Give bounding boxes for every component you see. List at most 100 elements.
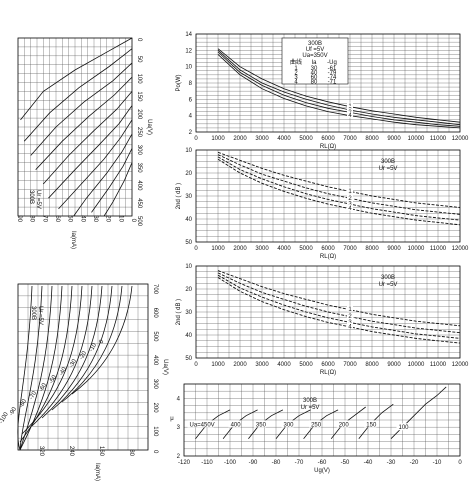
y-tick-label: 40 [185,217,192,223]
series-label: -10 [89,342,99,353]
x-tick-label: -50 [341,460,350,466]
legend-cell: -71 [328,80,337,86]
y-tick-label: 20 [105,215,111,222]
series-label: 150 [366,422,377,428]
series-line [30,62,133,156]
series-label-bg [253,420,266,428]
series-label: -80 [19,398,29,409]
y-tick-label: 2 [189,130,193,136]
series-label: -30 [69,358,79,369]
series-line [217,270,461,327]
ia-ua-chart-upper: 90 80 70 60 50 40 30 20 10 0050100150200250300350… [16,37,152,249]
y-tick-label: 20 [185,287,192,293]
legend-cell: 30 [311,66,318,72]
x-tick-label: 3000 [255,246,269,252]
series-label-bg [347,200,353,207]
series-label: -60 [39,382,49,393]
x-tick-label: -40 [364,460,373,466]
series-line [19,285,63,451]
plot-frame [195,33,461,133]
annotation: 300B [303,398,317,404]
series-label-bg [347,111,353,118]
series-line [217,50,461,126]
x-tick-label: 7000 [343,136,357,142]
y-axis-label: 2nd ( dB ) [176,299,182,325]
series-label-bg [309,420,322,428]
annotation: Ur =5V [379,282,398,288]
legend-column: -Ug [327,60,337,66]
series-line [217,154,461,215]
series-label: 250 [311,422,322,428]
legend-cell: 4 [294,80,298,86]
series-label-bg [336,420,349,428]
series-line [217,51,461,127]
x-tick-label: 500 [152,331,158,342]
legend-cell: 80 [311,80,318,86]
legend-header: Ua=350V [302,53,327,59]
x-tick-label: -70 [295,460,304,466]
ia-ua-chart-lower: 700 600 500 400 300 200 100 0 320 240 160 80 Ia(mA) U… [0,283,168,481]
x-tick-label: 0 [136,38,142,42]
legend-header: Uf =5V [306,47,325,53]
x-tick-label: 12000 [452,362,469,368]
x-tick-label: 300 [136,145,142,156]
x-tick-label: -90 [249,460,258,466]
series-label: 1 [348,189,352,195]
legend-column: Ia [311,60,317,66]
x-tick-label: 6000 [321,246,335,252]
y-tick-label: 30 [185,310,192,316]
y-tick-label: 40 [79,215,85,222]
series-label-bg [396,423,409,431]
series-label: 350 [256,422,267,428]
plot-frame [195,149,461,243]
series-label-bg [347,322,353,329]
series-line [217,272,461,334]
y-tick-label: 50 [185,356,192,362]
series-line [24,48,133,142]
series-label-bg [187,420,214,428]
series-label: -70 [29,390,39,401]
y-tick-label: 60 [54,215,60,222]
x-tick-label: 450 [136,198,142,209]
x-tick-label: 600 [152,308,158,319]
series-label-bg [347,305,353,312]
series-label: 3 [348,202,352,208]
y-tick-label: 10 [185,65,192,71]
second-harmonic-chart-b: 0 1000 2000 3000 4000 5000 6000 7000 8000 9000 100… [176,264,469,376]
x-axis-label: Ua(V) [162,359,168,375]
y-axis-label: Ia(mA) [94,463,100,481]
x-tick-label: 10000 [408,246,425,252]
x-axis-label: RL(Ω) [320,144,336,150]
tube-label: 300B [28,190,34,204]
series-label: 0 [99,339,106,345]
x-tick-label: 9000 [387,362,401,368]
x-tick-label: 2000 [233,246,247,252]
x-tick-label: 350 [136,163,142,174]
series-label: Ua=450V [190,422,215,428]
x-tick-label: -120 [178,460,191,466]
series-line [275,409,311,439]
legend-cell: -79 [328,71,337,77]
x-axis-label: RL(Ω) [320,254,336,260]
series-label-bg [347,108,353,115]
legend-box [281,37,349,85]
y-tick-label: 320 [38,446,44,457]
series-line [330,406,366,439]
x-tick-label: 1000 [211,246,225,252]
legend-cell: 40 [311,71,318,77]
series-label: 3 [348,320,352,326]
x-tick-label: 6000 [321,362,335,368]
y-tick-label: 70 [41,215,47,222]
series-label-bg [347,187,353,194]
legend-cell: 3 [294,75,298,81]
x-tick-label: 7000 [343,362,357,368]
x-tick-label: -100 [224,460,237,466]
x-tick-label: 4000 [277,246,291,252]
x-tick-label: 200 [136,109,142,120]
series-label-bg [281,420,294,428]
series-label: 300 [284,422,295,428]
x-tick-label: 0 [152,450,158,454]
y-tick-label: 80 [29,215,35,222]
series-label: -90 [9,406,19,417]
x-tick-label: 0 [458,460,462,466]
